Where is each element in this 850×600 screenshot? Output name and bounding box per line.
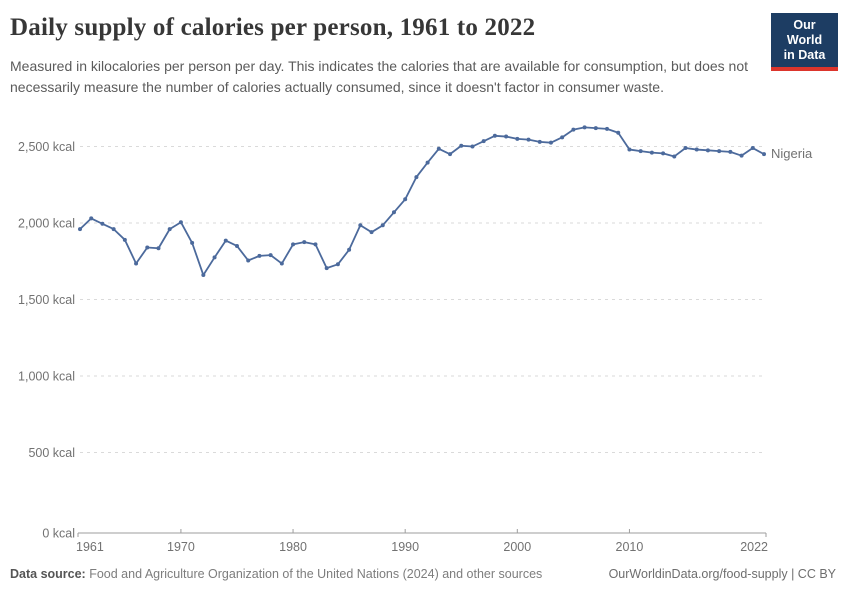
x-axis-tick-label: 2022 [740, 540, 768, 554]
chart-footer: Data source: Food and Agriculture Organi… [10, 566, 836, 583]
data-point[interactable] [481, 139, 486, 144]
data-point[interactable] [178, 220, 183, 225]
data-point[interactable] [504, 134, 509, 139]
data-point[interactable] [324, 266, 329, 271]
data-point[interactable] [694, 147, 699, 152]
y-axis-tick-label: 1,000 kcal [18, 370, 75, 384]
data-point[interactable] [380, 223, 385, 228]
data-point[interactable] [526, 137, 531, 142]
data-point[interactable] [459, 143, 464, 148]
credit-link[interactable]: OurWorldinData.org/food-supply | CC BY [608, 567, 836, 581]
data-point[interactable] [593, 126, 598, 131]
data-point[interactable] [100, 221, 105, 226]
series-end-label[interactable]: Nigeria [771, 146, 813, 161]
data-point[interactable] [313, 242, 318, 247]
data-point[interactable] [391, 210, 396, 215]
data-point[interactable] [347, 247, 352, 252]
data-point[interactable] [582, 125, 587, 130]
data-point[interactable] [717, 149, 722, 154]
data-point[interactable] [257, 253, 262, 258]
data-source-text: Food and Agriculture Organization of the… [89, 567, 543, 581]
data-point[interactable] [201, 273, 206, 278]
data-point[interactable] [672, 154, 677, 159]
data-source-label: Data source: [10, 567, 86, 581]
data-point[interactable] [78, 227, 82, 232]
data-point[interactable] [358, 223, 363, 228]
data-point[interactable] [448, 152, 453, 157]
data-point[interactable] [111, 227, 116, 232]
data-point[interactable] [212, 255, 217, 260]
x-axis-tick-label: 1970 [167, 540, 195, 554]
data-point[interactable] [705, 148, 710, 153]
page-title: Daily supply of calories per person, 196… [10, 14, 536, 41]
owid-logo-line1: Our World [786, 18, 823, 47]
data-point[interactable] [661, 151, 666, 156]
data-point[interactable] [571, 127, 576, 132]
x-axis-tick-label: 1990 [391, 540, 419, 554]
x-axis-tick-label: 2010 [616, 540, 644, 554]
data-point[interactable] [605, 126, 610, 131]
owid-logo-line2: in Data [783, 48, 826, 62]
owid-logo[interactable]: Our World in Data [771, 13, 838, 71]
data-point[interactable] [548, 140, 553, 145]
data-point[interactable] [649, 150, 654, 155]
x-axis-tick-label: 1961 [76, 540, 104, 554]
data-source: Data source: Food and Agriculture Organi… [10, 566, 542, 583]
data-point[interactable] [762, 152, 766, 157]
data-point[interactable] [638, 149, 643, 154]
data-point[interactable] [414, 175, 419, 180]
y-axis-tick-label: 0 kcal [42, 527, 75, 541]
data-point[interactable] [492, 133, 497, 138]
data-point[interactable] [739, 153, 744, 158]
data-point[interactable] [425, 160, 430, 165]
data-point[interactable] [436, 146, 441, 151]
data-point[interactable] [246, 258, 251, 263]
data-point[interactable] [167, 227, 172, 232]
data-point[interactable] [627, 147, 632, 152]
data-point[interactable] [515, 136, 520, 141]
data-point[interactable] [190, 240, 195, 245]
data-point[interactable] [122, 237, 127, 242]
x-axis-tick-label: 1980 [279, 540, 307, 554]
data-point[interactable] [750, 146, 755, 151]
data-point[interactable] [279, 261, 284, 266]
data-point[interactable] [134, 261, 139, 266]
data-line-nigeria[interactable] [79, 126, 765, 276]
data-point[interactable] [537, 139, 542, 144]
data-point[interactable] [291, 242, 296, 247]
data-point[interactable] [268, 253, 273, 258]
y-axis-tick-label: 2,000 kcal [18, 217, 75, 231]
x-axis-tick-label: 2000 [503, 540, 531, 554]
data-point[interactable] [683, 146, 688, 151]
y-axis-tick-label: 500 kcal [28, 446, 75, 460]
data-point[interactable] [560, 135, 565, 140]
y-axis-tick-label: 1,500 kcal [18, 293, 75, 307]
data-point[interactable] [728, 149, 733, 154]
data-point[interactable] [156, 246, 161, 251]
data-point[interactable] [234, 243, 239, 248]
data-point[interactable] [616, 130, 621, 135]
data-point[interactable] [302, 240, 307, 245]
data-point[interactable] [335, 262, 340, 267]
data-point[interactable] [89, 216, 94, 221]
data-point[interactable] [369, 230, 374, 235]
data-point[interactable] [145, 245, 150, 250]
data-point[interactable] [470, 144, 475, 149]
y-axis-tick-label: 2,500 kcal [18, 140, 75, 154]
chart-subtitle: Measured in kilocalories per person per … [10, 58, 749, 95]
data-point[interactable] [403, 197, 408, 202]
data-point[interactable] [223, 238, 228, 243]
